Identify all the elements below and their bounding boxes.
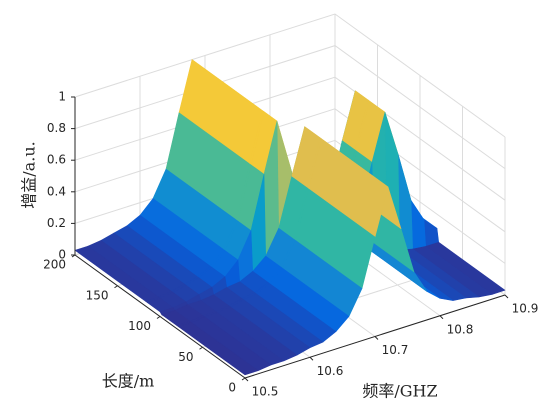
y-tick-label: 50: [178, 350, 193, 364]
surface-patch: [410, 200, 427, 250]
grid-line: [74, 13, 506, 138]
y-axis-label: 长度/m: [102, 372, 155, 391]
x-tick-label: 10.7: [382, 343, 409, 357]
grid-line: [74, 76, 506, 201]
surface-patch: [423, 219, 440, 247]
y-tick-label: 150: [86, 288, 109, 302]
x-tick: [244, 377, 249, 382]
y-tick-label: 100: [128, 319, 151, 333]
x-tick: [309, 356, 314, 361]
z-tick-label: 0: [58, 248, 66, 262]
y-tick: [199, 346, 203, 350]
z-tick-label: 0.2: [47, 216, 66, 230]
grid-line: [74, 45, 506, 170]
y-tick: [156, 316, 161, 319]
grid-line: [74, 108, 506, 233]
x-tick: [374, 336, 379, 340]
y-tick-label: 200: [43, 258, 66, 272]
x-tick-label: 10.6: [317, 364, 344, 378]
y-tick: [241, 377, 246, 381]
y-tick: [114, 285, 118, 289]
z-tick-label: 0.8: [47, 121, 66, 135]
x-tick: [504, 294, 509, 299]
z-tick-label: 0.6: [47, 153, 66, 167]
x-tick-label: 10.9: [512, 302, 539, 316]
y-tick-label: 0: [228, 381, 236, 395]
x-tick-label: 10.8: [447, 322, 474, 336]
x-axis-label: 频率/GHZ: [362, 382, 437, 401]
x-tick: [439, 315, 444, 320]
x-tick-label: 10.5: [252, 385, 279, 399]
z-axis-label: 增益/a.u.: [20, 141, 39, 208]
z-tick-label: 0.4: [47, 184, 66, 198]
surface-patch: [178, 322, 259, 376]
z-tick-label: 1: [58, 90, 66, 104]
